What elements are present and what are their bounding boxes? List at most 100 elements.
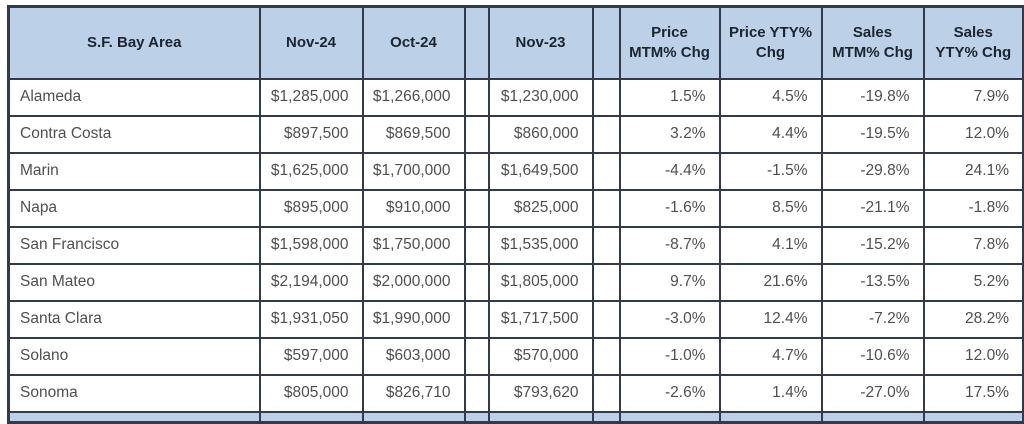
table-row: Santa Clara $1,931,050 $1,990,000 $1,717… bbox=[7, 299, 1024, 339]
table-row: San Francisco $1,598,000 $1,750,000 $1,5… bbox=[7, 225, 1024, 265]
cell-sales-mtm-chg: -13.5% bbox=[820, 262, 925, 302]
cell-region: Alameda bbox=[7, 77, 261, 117]
col-header-nov24: Nov-24 bbox=[258, 5, 364, 80]
table-row: Sonoma $805,000 $826,710 $793,620 -2.6% … bbox=[7, 373, 1024, 413]
col-header-spacer-1 bbox=[463, 5, 490, 80]
cell-nov23-price: $860,000 bbox=[487, 114, 594, 154]
cell-nov24-price: $1,931,050 bbox=[258, 299, 364, 339]
cell-region: Sonoma bbox=[7, 373, 261, 413]
cell-sales-mtm-chg: -19.5% bbox=[820, 114, 925, 154]
cell-oct24-price: $1,990,000 bbox=[361, 299, 466, 339]
table-row: Solano $597,000 $603,000 $570,000 -1.0% … bbox=[7, 336, 1024, 376]
cell-price-yty-chg: 4.5% bbox=[718, 77, 823, 117]
cell-oct24-price: $869,500 bbox=[361, 114, 466, 154]
cell-nov24-price: $1,285,000 bbox=[258, 77, 364, 117]
cell-sales-mtm-chg: -10.6% bbox=[820, 336, 925, 376]
cell-price-yty-chg: -1.5% bbox=[718, 151, 823, 191]
cell-nov23-price: $1,717,500 bbox=[487, 299, 594, 339]
cell-oct24-price: $826,710 bbox=[361, 373, 466, 413]
cell-region: Marin bbox=[7, 151, 261, 191]
cell-nov24-price: $1,598,000 bbox=[258, 225, 364, 265]
header-row: S.F. Bay Area Nov-24 Oct-24 Nov-23 Price… bbox=[7, 5, 1024, 80]
cell-nov23-price: $793,620 bbox=[487, 373, 594, 413]
cell-sales-mtm-chg: -15.2% bbox=[820, 225, 925, 265]
cell-nov23-price: $1,230,000 bbox=[487, 77, 594, 117]
cell-spacer-2 bbox=[591, 262, 621, 302]
cell-price-mtm-chg: 3.2% bbox=[618, 114, 721, 154]
cell-spacer-2 bbox=[591, 299, 621, 339]
cell-oct24-price: $910,000 bbox=[361, 188, 466, 228]
cell-spacer-1 bbox=[463, 188, 490, 228]
cell-sales-yty-chg: 12.0% bbox=[922, 336, 1024, 376]
col-header-price-yty: Price YTY% Chg bbox=[718, 5, 823, 80]
cell-nov23-price: $570,000 bbox=[487, 336, 594, 376]
cell-sales-yty-chg: 5.2% bbox=[922, 262, 1024, 302]
col-header-sales-mtm: Sales MTM% Chg bbox=[820, 5, 925, 80]
cell-nov24-price: $2,194,000 bbox=[258, 262, 364, 302]
cell-region: Napa bbox=[7, 188, 261, 228]
col-header-sales-yty: Sales YTY% Chg bbox=[922, 5, 1024, 80]
cell-sales-yty-chg: -1.8% bbox=[922, 188, 1024, 228]
cell-price-yty-chg: 12.4% bbox=[718, 299, 823, 339]
cell-nov24-price: $897,500 bbox=[258, 114, 364, 154]
cell-sales-yty-chg: 7.9% bbox=[922, 77, 1024, 117]
cell-spacer-1 bbox=[463, 373, 490, 413]
cell-spacer-1 bbox=[463, 151, 490, 191]
cell-sales-yty-chg: 24.1% bbox=[922, 151, 1024, 191]
cell-sales-mtm-chg: -19.8% bbox=[820, 77, 925, 117]
table-row: Marin $1,625,000 $1,700,000 $1,649,500 -… bbox=[7, 151, 1024, 191]
spreadsheet-area: S.F. Bay Area Nov-24 Oct-24 Nov-23 Price… bbox=[7, 5, 1024, 424]
cell-price-yty-chg: 4.4% bbox=[718, 114, 823, 154]
cell-spacer-2 bbox=[591, 225, 621, 265]
cell-sales-mtm-chg: -27.0% bbox=[820, 373, 925, 413]
cell-spacer-2 bbox=[591, 188, 621, 228]
cell-price-yty-chg: 21.6% bbox=[718, 262, 823, 302]
cell-nov23-price: $1,649,500 bbox=[487, 151, 594, 191]
cell-spacer-2 bbox=[591, 336, 621, 376]
cell-price-mtm-chg: -1.6% bbox=[618, 188, 721, 228]
cell-price-yty-chg: 8.5% bbox=[718, 188, 823, 228]
cell-spacer-1 bbox=[463, 299, 490, 339]
table-row: San Mateo $2,194,000 $2,000,000 $1,805,0… bbox=[7, 262, 1024, 302]
cell-sales-yty-chg: 7.8% bbox=[922, 225, 1024, 265]
table-row: Napa $895,000 $910,000 $825,000 -1.6% 8.… bbox=[7, 188, 1024, 228]
cell-oct24-price: $2,000,000 bbox=[361, 262, 466, 302]
cell-nov24-price: $805,000 bbox=[258, 373, 364, 413]
table-row: Contra Costa $897,500 $869,500 $860,000 … bbox=[7, 114, 1024, 154]
col-header-oct24: Oct-24 bbox=[361, 5, 466, 80]
cell-price-mtm-chg: 1.5% bbox=[618, 77, 721, 117]
cell-sales-mtm-chg: -7.2% bbox=[820, 299, 925, 339]
cell-price-mtm-chg: -2.6% bbox=[618, 373, 721, 413]
cell-price-mtm-chg: -3.0% bbox=[618, 299, 721, 339]
cell-price-mtm-chg: -4.4% bbox=[618, 151, 721, 191]
cell-sales-yty-chg: 28.2% bbox=[922, 299, 1024, 339]
cell-price-mtm-chg: -8.7% bbox=[618, 225, 721, 265]
col-header-spacer-2 bbox=[591, 5, 621, 80]
cell-spacer-1 bbox=[463, 77, 490, 117]
cell-nov23-price: $1,535,000 bbox=[487, 225, 594, 265]
cell-price-mtm-chg: 9.7% bbox=[618, 262, 721, 302]
cell-region: Santa Clara bbox=[7, 299, 261, 339]
cell-price-yty-chg: 4.7% bbox=[718, 336, 823, 376]
cell-nov24-price: $1,625,000 bbox=[258, 151, 364, 191]
cell-oct24-price: $603,000 bbox=[361, 336, 466, 376]
cell-spacer-1 bbox=[463, 114, 490, 154]
cutoff-next-row bbox=[7, 410, 1024, 424]
cell-price-yty-chg: 4.1% bbox=[718, 225, 823, 265]
cell-sales-mtm-chg: -29.8% bbox=[820, 151, 925, 191]
table-body: Alameda $1,285,000 $1,266,000 $1,230,000… bbox=[7, 77, 1024, 413]
table-footer bbox=[7, 410, 1024, 424]
cell-sales-mtm-chg: -21.1% bbox=[820, 188, 925, 228]
cell-spacer-2 bbox=[591, 77, 621, 117]
col-header-nov23: Nov-23 bbox=[487, 5, 594, 80]
cell-spacer-2 bbox=[591, 114, 621, 154]
cell-region: San Francisco bbox=[7, 225, 261, 265]
col-header-price-mtm: Price MTM% Chg bbox=[618, 5, 721, 80]
cell-spacer-2 bbox=[591, 373, 621, 413]
cell-nov24-price: $597,000 bbox=[258, 336, 364, 376]
cell-oct24-price: $1,750,000 bbox=[361, 225, 466, 265]
cell-price-yty-chg: 1.4% bbox=[718, 373, 823, 413]
cell-nov24-price: $895,000 bbox=[258, 188, 364, 228]
cell-sales-yty-chg: 17.5% bbox=[922, 373, 1024, 413]
cell-region: Solano bbox=[7, 336, 261, 376]
